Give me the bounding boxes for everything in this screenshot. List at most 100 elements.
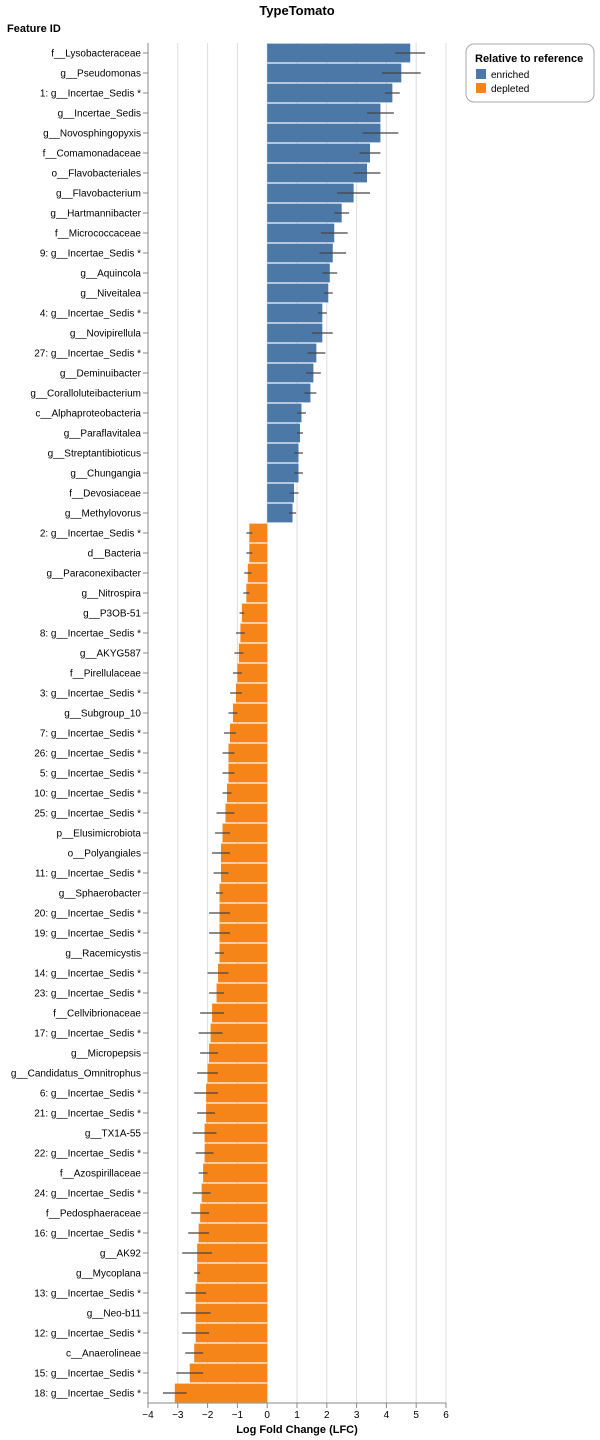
bar	[207, 1063, 268, 1083]
bar	[209, 1043, 268, 1063]
bar	[229, 723, 268, 743]
y-tick-label: p__Elusimicrobiota	[57, 829, 142, 840]
y-tick-label: g__Flavobacterium	[56, 189, 141, 200]
x-tick-label: −4	[142, 1410, 154, 1421]
bar	[267, 483, 295, 503]
x-tick-label: 3	[354, 1410, 360, 1421]
bar	[219, 923, 268, 943]
bar	[216, 983, 268, 1003]
bar	[267, 443, 299, 463]
y-tick-label: g__Chungangia	[70, 469, 141, 480]
y-tick-label: f__Devosiaceae	[69, 489, 141, 500]
y-tick-label: 9: g__Incertae_Sedis *	[40, 249, 141, 260]
bar	[228, 763, 268, 783]
bar	[267, 263, 330, 283]
bar	[267, 283, 329, 303]
y-tick-label: g__Novipirellula	[70, 329, 142, 340]
legend-swatch-enriched	[476, 69, 486, 79]
y-tick-label: g__Hartmannibacter	[50, 209, 141, 220]
bar	[174, 1383, 268, 1403]
bar	[225, 803, 268, 823]
y-tick-label: c__Alphaproteobacteria	[35, 409, 141, 420]
bar	[206, 1103, 268, 1123]
y-tick-label: g__Nitrospira	[82, 589, 142, 600]
bar	[238, 643, 268, 663]
x-tick-label: −1	[232, 1410, 244, 1421]
x-tick-label: 0	[264, 1410, 270, 1421]
legend-label-depleted: depleted	[491, 84, 529, 95]
bar	[221, 863, 268, 883]
bar	[267, 203, 342, 223]
bar	[267, 163, 368, 183]
y-tick-label: g__Incertae_Sedis	[58, 109, 141, 120]
y-tick-label: 11: g__Incertae_Sedis *	[35, 869, 141, 880]
bars	[174, 43, 411, 1403]
y-tick-label: 8: g__Incertae_Sedis *	[40, 629, 141, 640]
y-tick-label: d__Bacteria	[88, 549, 142, 560]
bar	[226, 783, 268, 803]
bar	[267, 103, 381, 123]
bar	[210, 1023, 268, 1043]
y-tick-label: 27: g__Incertae_Sedis *	[34, 349, 141, 360]
y-tick-label: f__Comamonadaceae	[43, 149, 142, 160]
y-tick-label: g__Methylovorus	[65, 509, 141, 520]
y-tick-label: 17: g__Incertae_Sedis *	[34, 1029, 141, 1040]
y-tick-label: g__Subgroup_10	[64, 709, 141, 720]
bar	[267, 383, 311, 403]
legend-title: Relative to reference	[475, 53, 583, 65]
bar	[267, 143, 371, 163]
y-tick-label: 24: g__Incertae_Sedis *	[34, 1189, 141, 1200]
y-tick-label: g__Coralloluteibacterium	[30, 389, 141, 400]
y-axis-title: Feature ID	[7, 23, 61, 35]
y-tick-label: f__Lysobacteraceae	[51, 49, 141, 60]
bar	[222, 823, 268, 843]
x-tick-label: 2	[324, 1410, 330, 1421]
y-tick-label: g__TX1A-55	[85, 1129, 142, 1140]
y-tick-label: 20: g__Incertae_Sedis *	[34, 909, 141, 920]
bar	[206, 1083, 268, 1103]
bar	[267, 343, 317, 363]
y-tick-label: g__P3OB-51	[83, 609, 141, 620]
x-tick-label: 4	[384, 1410, 390, 1421]
y-tick-label: g__Paraconexibacter	[46, 569, 141, 580]
y-tick-label: 10: g__Incertae_Sedis *	[34, 789, 141, 800]
bar	[204, 1123, 268, 1143]
bar	[267, 403, 302, 423]
y-tick-label: 22: g__Incertae_Sedis *	[34, 1149, 141, 1160]
y-tick-label: 4: g__Incertae_Sedis *	[40, 309, 141, 320]
bar	[195, 1303, 268, 1323]
bar	[240, 623, 268, 643]
y-tick-label: f__Pedosphaeraceae	[46, 1209, 142, 1220]
y-tick-label: 1: g__Incertae_Sedis *	[40, 89, 141, 100]
bar	[235, 683, 268, 703]
y-tick-label: 23: g__Incertae_Sedis *	[34, 989, 141, 1000]
y-tick-label: g__Micropepsis	[71, 1049, 141, 1060]
bar	[197, 1243, 268, 1263]
bar	[195, 1323, 268, 1343]
legend-swatch-depleted	[476, 83, 486, 93]
axes: −4 −3 −2 −1 0 1 2 3 4 5 6 f__Lysobacteraceae g__Pseu…	[11, 43, 449, 1421]
y-tick-label: f__Pirellulaceae	[70, 669, 142, 680]
bar	[228, 743, 268, 763]
y-tick-label: 18: g__Incertae_Sedis *	[34, 1389, 141, 1400]
x-tick-label: 5	[413, 1410, 419, 1421]
bar	[267, 43, 411, 63]
x-tick-label: 6	[443, 1410, 449, 1421]
legend-box	[465, 43, 595, 103]
y-tick-label: g__Niveitalea	[80, 289, 141, 300]
y-tick-label: 16: g__Incertae_Sedis *	[34, 1229, 141, 1240]
y-tick-label: g__AK92	[100, 1249, 142, 1260]
bar	[201, 1183, 268, 1203]
bar	[194, 1343, 268, 1363]
bar	[267, 323, 323, 343]
y-tick-label: 14: g__Incertae_Sedis *	[34, 969, 141, 980]
bar	[189, 1363, 268, 1383]
y-tick-label: g__Racemicystis	[65, 949, 141, 960]
bar	[198, 1223, 268, 1243]
bar	[247, 563, 268, 583]
bar	[267, 423, 300, 443]
y-tick-label: o__Polyangiales	[68, 849, 141, 860]
bar	[219, 943, 268, 963]
y-tick-label: g__Candidatus_Omnitrophus	[11, 1069, 141, 1080]
